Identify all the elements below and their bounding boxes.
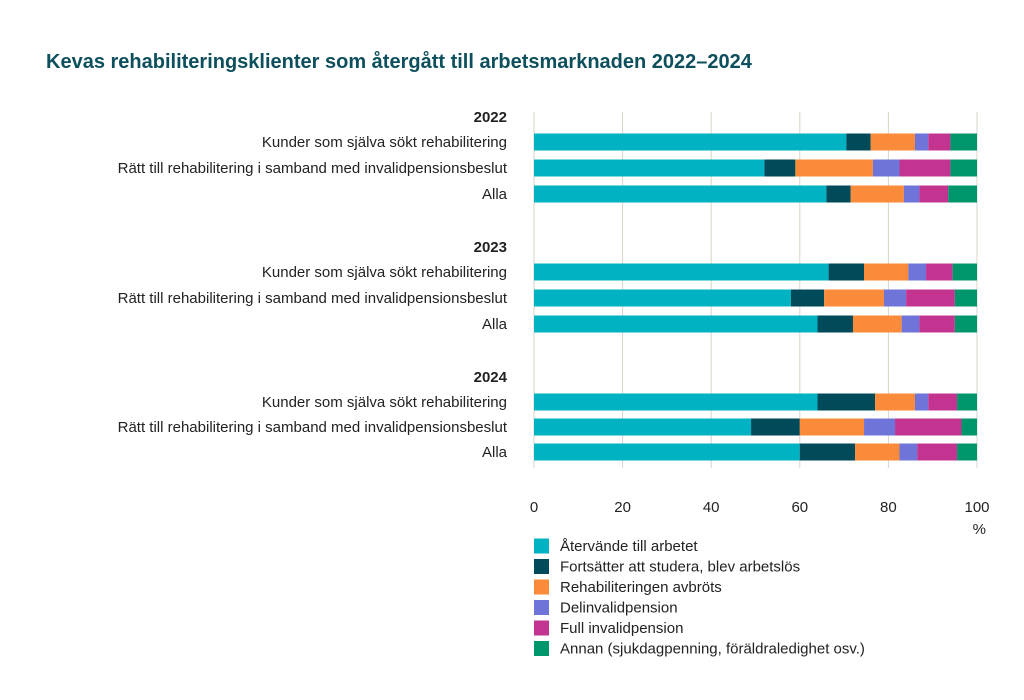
bar-segment-2022-1-1: [764, 159, 796, 177]
legend-label-0: Återvände till arbetet: [560, 538, 698, 555]
legend-label-2: Rehabiliteringen avbröts: [560, 579, 722, 596]
legend: Återvände till arbetet Fortsätter att stu…: [534, 538, 865, 658]
bar-segment-2023-2-4: [919, 315, 955, 333]
bar-segment-2023-1-3: [883, 289, 907, 307]
legend-label-5: Annan (sjukdagpenning, föräldraledighet …: [560, 641, 865, 658]
category-label: Rätt till rehabilitering i samband med i…: [118, 290, 508, 307]
x-tick-label-0: 0: [530, 499, 538, 516]
category-label: Alla: [482, 186, 508, 203]
bar-segment-2024-0-5: [957, 393, 977, 411]
bar-segment-2024-2-1: [799, 443, 856, 461]
bar-segment-2023-2-1: [817, 315, 853, 333]
legend-swatch-4: [534, 620, 549, 636]
x-tick-label-1: 20: [614, 499, 631, 516]
bar-segment-2024-0-0: [534, 393, 818, 411]
bars: [534, 133, 977, 461]
bar-segment-2024-2-5: [957, 443, 977, 461]
bar-segment-2022-2-3: [903, 185, 920, 203]
bar-segment-2022-1-0: [534, 159, 765, 177]
bar-segment-2022-1-3: [872, 159, 900, 177]
category-label: Alla: [482, 444, 508, 461]
legend-swatch-0: [534, 538, 549, 554]
bar-segment-2023-1-1: [790, 289, 825, 307]
bar-segment-2022-2-5: [948, 185, 977, 203]
bar-segment-2022-2-2: [850, 185, 904, 203]
bar-segment-2023-2-0: [534, 315, 818, 333]
x-tick-label-3: 60: [791, 499, 808, 516]
legend-swatch-2: [534, 579, 549, 595]
bar-segment-2023-2-5: [954, 315, 977, 333]
legend-label-3: Delinvalidpension: [560, 600, 678, 617]
bar-segment-2023-1-5: [954, 289, 977, 307]
bar-segment-2022-2-4: [919, 185, 949, 203]
legend-label-4: Full invalidpension: [560, 620, 683, 637]
legend-label-1: Fortsätter att studera, blev arbetslös: [560, 559, 800, 576]
bar-segment-2022-0-5: [950, 133, 977, 151]
bar-segment-2024-2-2: [855, 443, 900, 461]
bar-segment-2022-0-2: [870, 133, 915, 151]
chart-title: Kevas rehabiliteringsklienter som återgå…: [46, 50, 753, 73]
category-labels: 2022 Kunder som själva sökt rehabiliterin…: [118, 109, 508, 461]
group-label-2023: 2023: [474, 239, 507, 256]
category-label: Rätt till rehabilitering i samband med i…: [118, 160, 508, 177]
bar-segment-2024-1-3: [864, 418, 896, 436]
bar-segment-2024-0-2: [875, 393, 915, 411]
bar-segment-2023-0-2: [864, 263, 909, 281]
bar-segment-2022-0-4: [928, 133, 951, 151]
bar-segment-2023-1-2: [824, 289, 884, 307]
bar-segment-2023-2-3: [901, 315, 920, 333]
bar-segment-2023-0-5: [952, 263, 977, 281]
x-axis-unit: %: [973, 521, 986, 538]
bar-segment-2022-1-4: [899, 159, 951, 177]
bar-segment-2024-0-3: [914, 393, 929, 411]
bar-segment-2024-1-1: [751, 418, 800, 436]
legend-swatch-3: [534, 600, 549, 615]
bar-segment-2022-2-0: [534, 185, 827, 203]
bar-segment-2022-1-2: [795, 159, 873, 177]
bar-segment-2023-1-4: [906, 289, 955, 307]
bar-segment-2024-1-2: [799, 418, 865, 436]
bar-segment-2024-1-0: [534, 418, 752, 436]
bar-segment-2022-0-1: [846, 133, 871, 151]
category-label: Alla: [482, 316, 508, 333]
bar-segment-2023-0-3: [908, 263, 927, 281]
bar-segment-2024-2-4: [917, 443, 958, 461]
legend-swatch-5: [534, 641, 549, 656]
bar-segment-2024-2-0: [534, 443, 800, 461]
bar-segment-2023-0-1: [828, 263, 865, 281]
category-label: Kunder som själva sökt rehabilitering: [262, 394, 507, 411]
x-axis-ticks: 0 20 40 60 80 100: [530, 499, 990, 516]
bar-segment-2023-0-0: [534, 263, 829, 281]
bar-segment-2024-0-4: [928, 393, 958, 411]
legend-swatch-1: [534, 559, 549, 574]
bar-segment-2023-0-4: [926, 263, 953, 281]
category-label: Rätt till rehabilitering i samband med i…: [118, 419, 508, 436]
bar-segment-2024-0-1: [817, 393, 876, 411]
bar-segment-2022-0-3: [914, 133, 929, 151]
x-tick-label-4: 80: [880, 499, 897, 516]
bar-segment-2024-1-4: [895, 418, 962, 436]
group-label-2022: 2022: [474, 109, 507, 126]
bar-segment-2024-1-5: [961, 418, 977, 436]
x-tick-label-2: 40: [703, 499, 720, 516]
bar-segment-2022-1-5: [950, 159, 977, 177]
x-tick-label-5: 100: [964, 499, 989, 516]
bar-segment-2022-0-0: [534, 133, 847, 151]
category-label: Kunder som själva sökt rehabilitering: [262, 264, 507, 281]
bar-segment-2024-2-3: [899, 443, 918, 461]
group-label-2024: 2024: [474, 369, 508, 386]
bar-segment-2022-2-1: [826, 185, 851, 203]
category-label: Kunder som själva sökt rehabilitering: [262, 134, 507, 151]
bar-segment-2023-1-0: [534, 289, 791, 307]
bar-segment-2023-2-2: [852, 315, 902, 333]
